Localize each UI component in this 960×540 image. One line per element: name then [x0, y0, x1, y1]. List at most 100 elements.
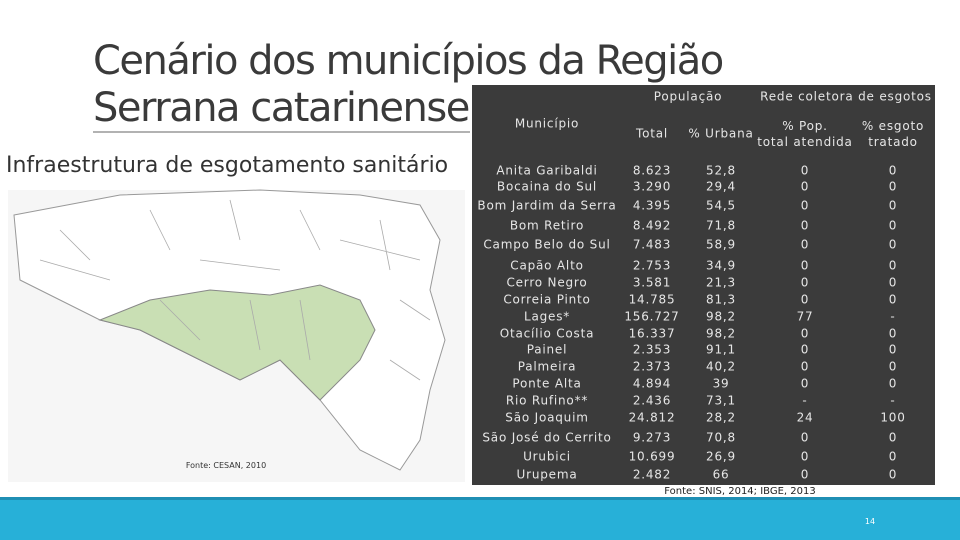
column-header: % Pop. total atendida [757, 119, 852, 149]
cell: 0 [889, 259, 897, 273]
row-label: Rio Rufino** [506, 394, 588, 408]
cell: 0 [889, 377, 897, 391]
cell: 0 [801, 199, 809, 213]
row-label: Painel [527, 343, 568, 357]
row-label: Bom Jardim da Serra [477, 199, 616, 213]
cell: 10.699 [629, 450, 676, 464]
cell: 2.753 [633, 259, 671, 273]
cell: 0 [801, 431, 809, 445]
row-label: Lages* [524, 310, 570, 324]
cell: 0 [889, 343, 897, 357]
cell: 4.894 [633, 377, 671, 391]
cell: 0 [801, 219, 809, 233]
cell: 98,2 [706, 327, 736, 341]
row-label: Urupema [517, 468, 578, 482]
row-label: Correia Pinto [503, 293, 590, 307]
cell: 2.373 [633, 360, 671, 374]
group-header: População [654, 90, 723, 104]
footer-bar [0, 497, 960, 540]
serrana-region [98, 284, 376, 401]
table-source: Fonte: SNIS, 2014; IBGE, 2013 [664, 486, 815, 497]
cell: 73,1 [706, 394, 736, 408]
map-caption: Fonte: CESAN, 2010 [186, 461, 266, 470]
cell: 81,3 [706, 293, 736, 307]
cell: 7.483 [633, 238, 671, 252]
cell: 52,8 [706, 164, 736, 178]
cell: 14.785 [629, 293, 676, 307]
cell: 3.290 [633, 180, 671, 194]
row-label: Anita Garibaldi [496, 164, 597, 178]
row-label: Capão Alto [510, 259, 583, 273]
cell: 156.727 [624, 310, 679, 324]
cell: 0 [801, 238, 809, 252]
cell: 0 [889, 199, 897, 213]
column-header: Município [515, 117, 579, 131]
map: Fonte: CESAN, 2010 [8, 189, 465, 482]
row-label: São José do Cerrito [482, 431, 611, 445]
cell: 8.492 [633, 219, 671, 233]
cell: 91,1 [706, 343, 736, 357]
cell: 2.436 [633, 394, 671, 408]
cell: 0 [801, 450, 809, 464]
column-header: Total [635, 127, 668, 141]
cell: 0 [801, 468, 809, 482]
cell: 0 [889, 276, 897, 290]
cell: 2.482 [633, 468, 671, 482]
cell: 0 [801, 164, 809, 178]
column-header: % Urbana [688, 127, 753, 141]
cell: 100 [880, 411, 905, 425]
table-background [472, 85, 935, 485]
cell: 40,2 [706, 360, 736, 374]
cell: 0 [889, 219, 897, 233]
cell: 8.623 [633, 164, 671, 178]
cell: 70,8 [706, 431, 736, 445]
cell: 34,9 [706, 259, 736, 273]
cell: 0 [889, 450, 897, 464]
row-label: São Joaquim [505, 411, 588, 425]
cell: 29,4 [706, 180, 736, 194]
cell: 16.337 [629, 327, 676, 341]
cell: 0 [801, 360, 809, 374]
cell: 28,2 [706, 411, 736, 425]
cell: 0 [889, 431, 897, 445]
cell: 24.812 [629, 411, 676, 425]
cell: 21,3 [706, 276, 736, 290]
cell: 0 [889, 327, 897, 341]
row-label: Otacílio Costa [500, 327, 595, 341]
cell: 26,9 [706, 450, 736, 464]
row-label: Cerro Negro [506, 276, 587, 290]
title-line: Cenário dos municípios da Região [93, 38, 723, 84]
cell: 39 [713, 377, 730, 391]
cell: - [890, 310, 895, 324]
footer-rule [0, 497, 960, 500]
cell: 54,5 [706, 199, 736, 213]
cell: 24 [797, 411, 814, 425]
table: População Rede coletora de esgotos Municíp… [477, 90, 931, 482]
cell: 71,8 [706, 219, 736, 233]
cell: 0 [801, 259, 809, 273]
title-line: Serrana catarinense [93, 85, 469, 131]
row-label: Urubici [523, 450, 571, 464]
cell: 98,2 [706, 310, 736, 324]
cell: 0 [801, 377, 809, 391]
cell: 0 [889, 164, 897, 178]
cell: 0 [889, 360, 897, 374]
cell: 4.395 [633, 199, 671, 213]
cell: 9.273 [633, 431, 671, 445]
cell: - [890, 394, 895, 408]
cell: 0 [889, 238, 897, 252]
municipal-borders [39, 199, 431, 381]
row-label: Palmeira [518, 360, 576, 374]
page-number: 14 [865, 517, 875, 526]
cell: 0 [801, 327, 809, 341]
cell: 0 [889, 293, 897, 307]
row-label: Bocaina do Sul [497, 180, 597, 194]
cell: 0 [801, 276, 809, 290]
cell: 77 [797, 310, 814, 324]
row-label: Bom Retiro [510, 219, 584, 233]
row-label: Ponte Alta [512, 377, 581, 391]
column-header: % esgoto tratado [862, 119, 924, 149]
cell: 0 [889, 468, 897, 482]
cell: 58,9 [706, 238, 736, 252]
